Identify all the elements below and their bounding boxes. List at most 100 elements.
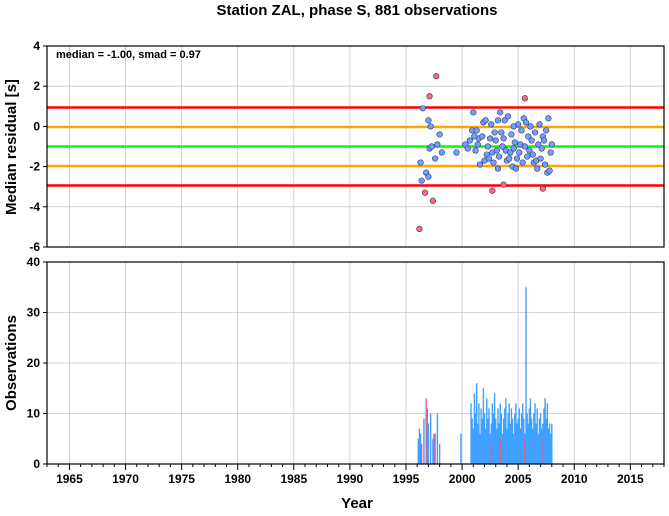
- observation-bar: [515, 403, 517, 464]
- residual-point: [494, 165, 502, 172]
- residual-point: [487, 135, 494, 142]
- observation-bar: [473, 393, 476, 464]
- residual-point: [417, 159, 424, 166]
- residual-point: [512, 165, 520, 172]
- residual-point: [516, 149, 523, 156]
- observations-bars: [417, 287, 553, 464]
- observation-bar: [497, 408, 499, 464]
- residual-point: [419, 105, 426, 112]
- observation-bar: [475, 383, 478, 464]
- residual-point: [434, 141, 441, 148]
- residual-point: [511, 139, 518, 146]
- observation-bar: [514, 413, 516, 464]
- year-tick-label: 2005: [505, 472, 532, 486]
- residual-panel: 4 2 0 -2 -4 -6 median = -1.00, smad = 0.97 Me…: [3, 39, 665, 254]
- observation-bar: [418, 428, 421, 464]
- observation-bar: [505, 398, 507, 464]
- observation-bar: [417, 438, 420, 464]
- residual-point: [500, 181, 507, 188]
- residual-point: [541, 161, 549, 168]
- observation-bar: [529, 398, 532, 464]
- residual-point: [539, 185, 546, 192]
- observation-bar: [493, 393, 496, 464]
- residual-point: [484, 143, 491, 150]
- residual-point: [426, 93, 433, 100]
- residual-point: [521, 143, 528, 150]
- observation-bar: [484, 428, 487, 464]
- observation-bar: [479, 433, 481, 464]
- residual-point: [472, 147, 479, 154]
- observation-bar: [436, 413, 439, 464]
- observation-bar: [504, 408, 506, 464]
- observation-bar: [519, 428, 522, 464]
- observations-y-axis-label: Observations: [3, 315, 20, 411]
- residual-point: [504, 113, 512, 120]
- residual-point: [429, 197, 437, 204]
- residual-point: [425, 173, 432, 180]
- residual-point: [529, 151, 536, 158]
- observation-bar: [423, 418, 425, 464]
- year-tick-label: 1995: [393, 472, 420, 486]
- residual-point: [506, 155, 513, 162]
- residual-point: [464, 145, 471, 152]
- residual-y-tick-label: 2: [33, 79, 40, 93]
- residual-point: [493, 147, 500, 154]
- residual-points: [416, 73, 555, 233]
- observation-bar: [527, 423, 529, 464]
- residual-point: [491, 129, 498, 136]
- year-tick-label: 1970: [112, 472, 139, 486]
- observation-bar: [474, 413, 477, 464]
- observation-bar: [528, 408, 531, 464]
- residual-point: [470, 109, 477, 116]
- residual-y-ticks: 4 2 0 -2 -4 -6: [29, 39, 47, 254]
- observation-bar: [532, 428, 534, 464]
- year-tick-label: 2010: [561, 472, 588, 486]
- residual-point: [524, 153, 531, 160]
- observation-bar: [535, 423, 537, 464]
- year-x-axis-label: Year: [341, 495, 373, 511]
- residual-point: [500, 135, 507, 142]
- observations-y-tick-label: 30: [27, 306, 41, 320]
- residual-point: [428, 143, 435, 150]
- observation-bar: [500, 413, 503, 464]
- observation-bar: [551, 423, 553, 464]
- residual-point: [518, 127, 525, 134]
- observation-bar: [549, 433, 552, 464]
- observation-bar: [419, 433, 422, 464]
- residual-point: [453, 149, 460, 156]
- residual-point: [536, 121, 543, 128]
- observation-bar: [477, 423, 479, 464]
- residual-point: [479, 133, 486, 140]
- residual-reference-lines: [47, 106, 664, 187]
- observation-bar: [492, 413, 495, 464]
- residual-y-tick-label: 0: [33, 119, 40, 133]
- residual-point: [546, 167, 553, 174]
- residual-point: [497, 109, 504, 116]
- residual-point: [538, 145, 545, 152]
- observation-bar: [506, 428, 508, 464]
- observation-bar: [472, 428, 474, 464]
- observation-bar: [542, 423, 544, 464]
- observation-bar: [538, 418, 541, 464]
- observation-bar: [502, 418, 505, 464]
- observation-bar: [432, 438, 434, 464]
- observation-bar: [536, 408, 538, 464]
- residual-point: [421, 189, 429, 196]
- residual-point: [535, 141, 542, 148]
- residual-y-tick-label: 4: [33, 39, 40, 53]
- observation-bar: [481, 418, 483, 464]
- residual-point: [482, 117, 489, 124]
- observations-y-tick-label: 10: [27, 407, 41, 421]
- observation-bar: [429, 413, 432, 464]
- observation-bar: [434, 433, 436, 464]
- observations-y-ticks: 0 10 20 30 40: [27, 255, 47, 471]
- residual-point: [485, 155, 493, 162]
- residual-point: [510, 123, 517, 130]
- residual-point: [473, 127, 480, 134]
- residual-point: [498, 129, 505, 136]
- residual-point: [537, 155, 544, 162]
- observation-bar: [521, 403, 524, 464]
- observation-bar: [526, 413, 528, 464]
- residual-y-tick-label: -2: [29, 160, 40, 174]
- observation-bar: [498, 423, 500, 464]
